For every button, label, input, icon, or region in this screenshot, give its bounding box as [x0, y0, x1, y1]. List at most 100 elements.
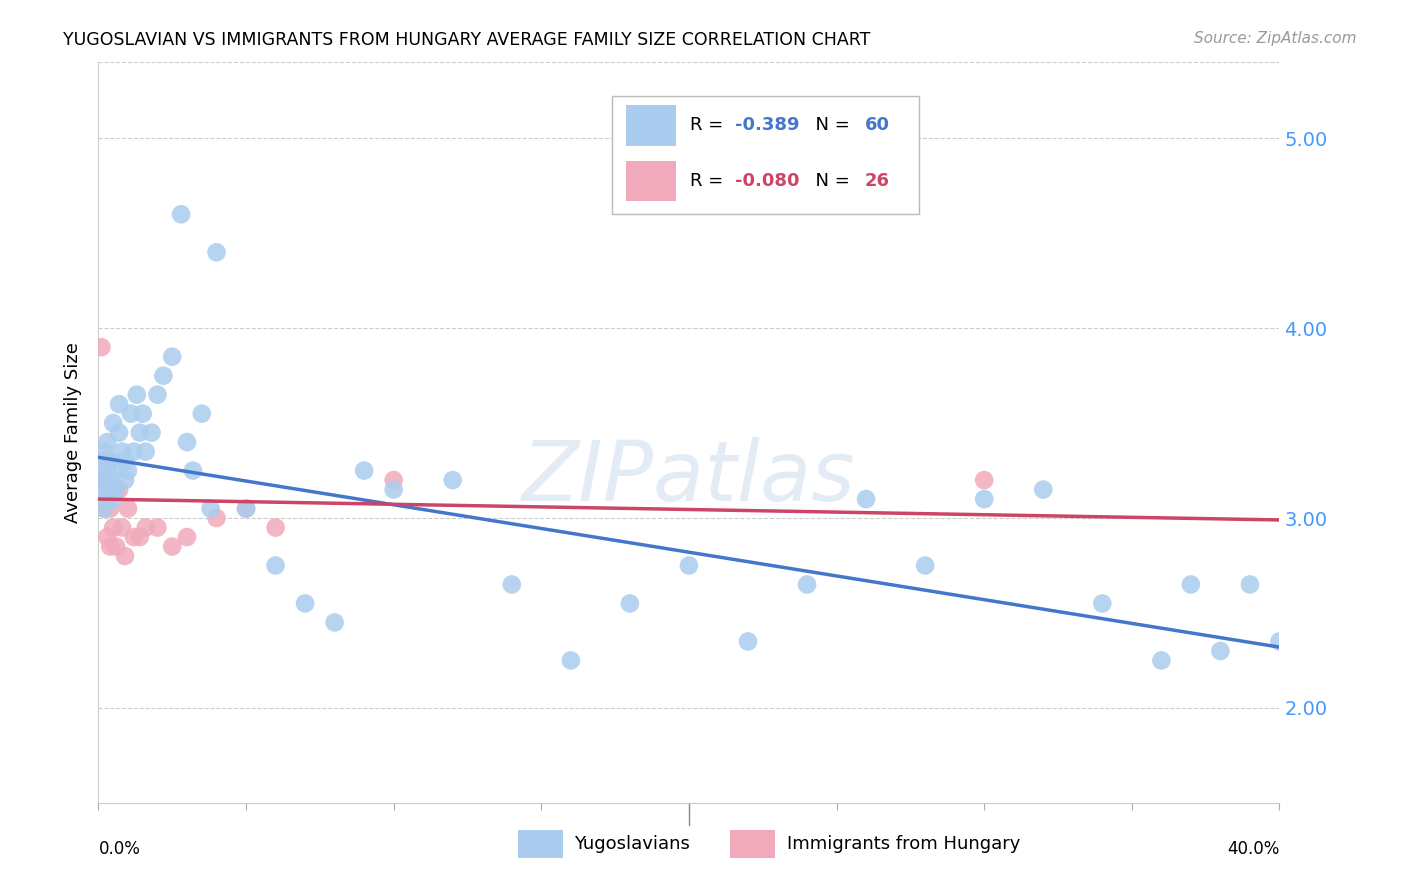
- Point: [152, 368, 174, 383]
- Point: [93, 473, 115, 487]
- Point: [323, 615, 346, 630]
- Point: [796, 577, 818, 591]
- Point: [114, 473, 136, 487]
- Point: [146, 387, 169, 401]
- Point: [128, 530, 150, 544]
- Point: [96, 530, 118, 544]
- Point: [120, 407, 142, 421]
- Point: [93, 444, 115, 458]
- Point: [117, 464, 139, 478]
- Point: [105, 483, 128, 497]
- Point: [973, 473, 995, 487]
- Text: 0.0%: 0.0%: [98, 840, 141, 858]
- Point: [678, 558, 700, 573]
- Point: [98, 501, 121, 516]
- Point: [353, 464, 375, 478]
- Point: [501, 577, 523, 591]
- FancyBboxPatch shape: [730, 830, 775, 858]
- Point: [132, 407, 155, 421]
- Point: [176, 530, 198, 544]
- Point: [114, 549, 136, 563]
- Point: [96, 435, 118, 450]
- Point: [103, 491, 125, 506]
- Point: [1150, 653, 1173, 667]
- Text: 40.0%: 40.0%: [1227, 840, 1279, 858]
- Point: [1209, 644, 1232, 658]
- Text: R =: R =: [690, 172, 730, 190]
- Point: [737, 634, 759, 648]
- Point: [108, 397, 131, 411]
- Point: [264, 558, 287, 573]
- Point: [125, 387, 148, 401]
- Point: [90, 491, 112, 506]
- Point: [914, 558, 936, 573]
- Point: [1268, 634, 1291, 648]
- Point: [122, 530, 145, 544]
- Text: -0.080: -0.080: [735, 172, 800, 190]
- Point: [90, 340, 112, 354]
- Point: [111, 520, 134, 534]
- Point: [973, 491, 995, 506]
- FancyBboxPatch shape: [612, 95, 920, 214]
- FancyBboxPatch shape: [626, 105, 676, 145]
- Point: [1180, 577, 1202, 591]
- Point: [162, 540, 183, 554]
- Point: [98, 483, 121, 497]
- Text: N =: N =: [803, 172, 855, 190]
- Point: [294, 597, 316, 611]
- Point: [96, 491, 118, 506]
- Text: Immigrants from Hungary: Immigrants from Hungary: [787, 835, 1021, 853]
- Point: [176, 435, 198, 450]
- Y-axis label: Average Family Size: Average Family Size: [65, 343, 83, 523]
- Point: [205, 245, 228, 260]
- Point: [90, 473, 112, 487]
- Point: [170, 207, 193, 221]
- Point: [111, 444, 134, 458]
- Point: [382, 483, 405, 497]
- Point: [1239, 577, 1261, 591]
- Point: [191, 407, 214, 421]
- Point: [96, 464, 118, 478]
- Point: [205, 511, 228, 525]
- Point: [117, 501, 139, 516]
- Point: [1032, 483, 1054, 497]
- Text: YUGOSLAVIAN VS IMMIGRANTS FROM HUNGARY AVERAGE FAMILY SIZE CORRELATION CHART: YUGOSLAVIAN VS IMMIGRANTS FROM HUNGARY A…: [63, 31, 870, 49]
- Point: [146, 520, 169, 534]
- Point: [619, 597, 641, 611]
- Point: [93, 501, 115, 516]
- Text: N =: N =: [803, 116, 855, 135]
- Point: [122, 444, 145, 458]
- Point: [264, 520, 287, 534]
- Point: [103, 520, 125, 534]
- Text: ZIPatlas: ZIPatlas: [522, 436, 856, 517]
- Point: [162, 350, 183, 364]
- Point: [141, 425, 163, 440]
- Point: [200, 501, 222, 516]
- Text: Yugoslavians: Yugoslavians: [575, 835, 690, 853]
- Point: [98, 454, 121, 468]
- Point: [235, 501, 257, 516]
- Point: [855, 491, 877, 506]
- Point: [105, 540, 128, 554]
- Point: [114, 454, 136, 468]
- Point: [108, 425, 131, 440]
- Point: [103, 483, 125, 497]
- Point: [1091, 597, 1114, 611]
- Point: [382, 473, 405, 487]
- Point: [441, 473, 464, 487]
- Point: [135, 444, 157, 458]
- Text: R =: R =: [690, 116, 730, 135]
- Point: [235, 501, 257, 516]
- Text: -0.389: -0.389: [735, 116, 800, 135]
- Text: Source: ZipAtlas.com: Source: ZipAtlas.com: [1194, 31, 1357, 46]
- Point: [103, 416, 125, 430]
- Point: [105, 464, 128, 478]
- Point: [93, 501, 115, 516]
- Point: [560, 653, 582, 667]
- Point: [108, 483, 131, 497]
- Point: [96, 454, 118, 468]
- Point: [98, 473, 121, 487]
- Point: [98, 540, 121, 554]
- Text: 26: 26: [865, 172, 890, 190]
- Text: 60: 60: [865, 116, 890, 135]
